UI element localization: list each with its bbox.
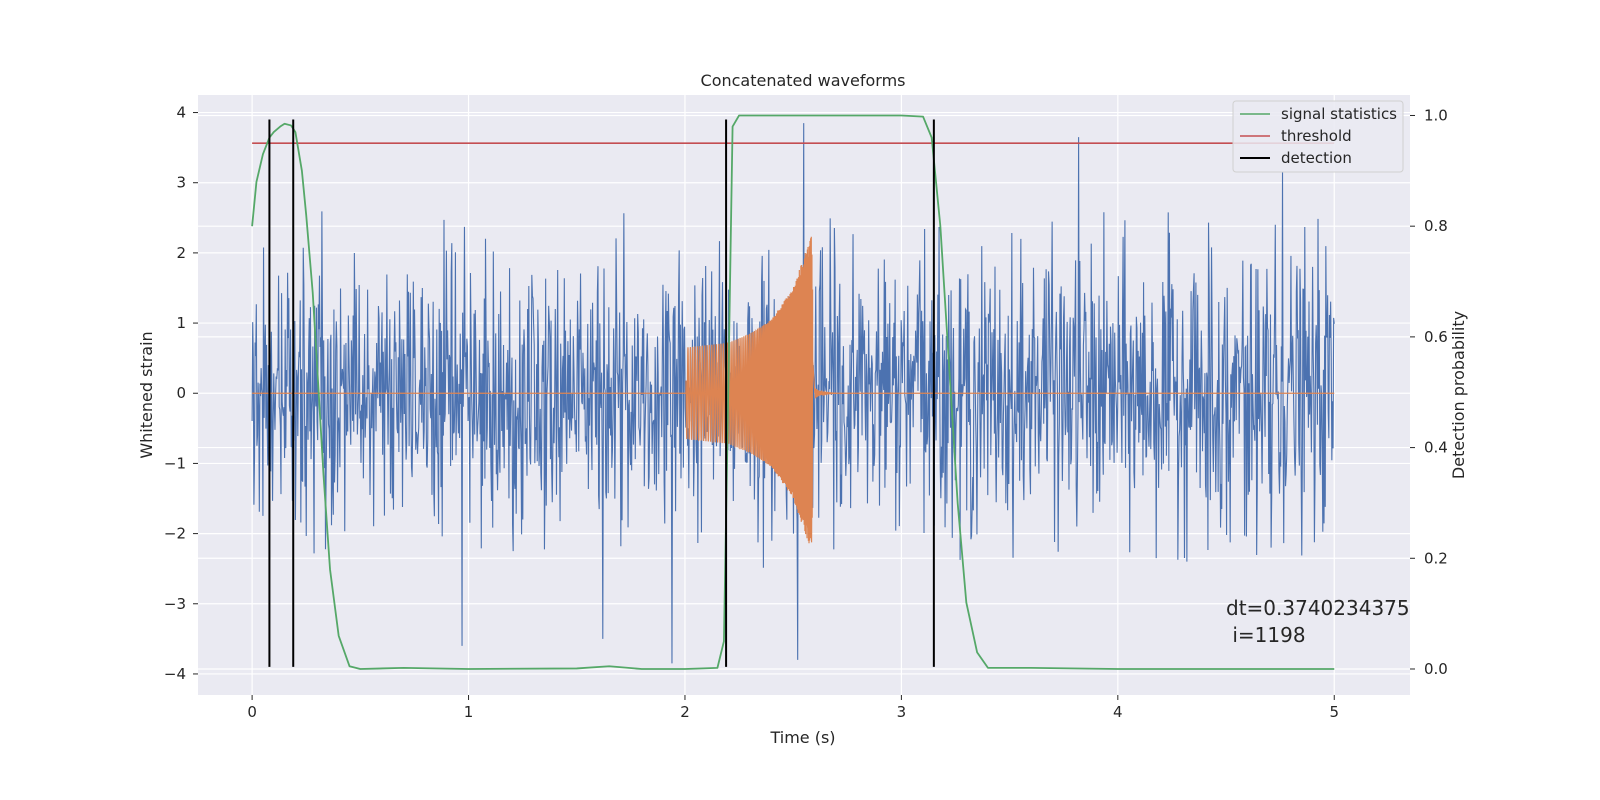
signal-statistics-line bbox=[251, 114, 1335, 670]
x-tick-label-1: 1 bbox=[464, 703, 474, 721]
y-tick-label-4: 0 bbox=[176, 384, 186, 402]
y2-axis-label: Detection probability bbox=[1449, 311, 1468, 479]
y-tick-label-7: 3 bbox=[176, 174, 186, 192]
annotation-index: i=1198 bbox=[1226, 623, 1306, 647]
x-tick-label-0: 0 bbox=[247, 703, 257, 721]
y-tick-label-6: 2 bbox=[176, 244, 186, 262]
x-axis-label: Time (s) bbox=[769, 728, 835, 747]
y2-tick-label-4: 0.8 bbox=[1424, 217, 1448, 235]
legend-label-threshold: threshold bbox=[1281, 127, 1352, 145]
y2-tick-label-1: 0.2 bbox=[1424, 549, 1448, 567]
y-tick-label-0: −4 bbox=[164, 665, 186, 683]
y-axis-label: Whitened strain bbox=[137, 331, 156, 458]
y-tick-label-5: 1 bbox=[176, 314, 186, 332]
legend: signal statistics threshold detection bbox=[1232, 100, 1404, 173]
y-tick-label-2: −2 bbox=[164, 525, 186, 543]
y-tick-label-3: −1 bbox=[164, 454, 186, 472]
x-tick-label-5: 5 bbox=[1329, 703, 1339, 721]
legend-box bbox=[1232, 100, 1404, 173]
legend-label-signal-statistics: signal statistics bbox=[1281, 105, 1397, 123]
injection-series-line bbox=[252, 236, 1335, 544]
y-tick-label-1: −3 bbox=[164, 595, 186, 613]
x-tick-label-4: 4 bbox=[1113, 703, 1123, 721]
y2-tick-label-2: 0.4 bbox=[1424, 439, 1448, 457]
x-tick-label-2: 2 bbox=[680, 703, 690, 721]
y2-tick-label-3: 0.6 bbox=[1424, 328, 1448, 346]
y2-tick-label-5: 1.0 bbox=[1424, 106, 1448, 124]
legend-label-detection: detection bbox=[1281, 149, 1352, 167]
y-tick-label-8: 4 bbox=[176, 104, 186, 122]
chart-title: Concatenated waveforms bbox=[701, 71, 906, 90]
x-tick-label-3: 3 bbox=[897, 703, 907, 721]
data-layer bbox=[251, 114, 1335, 670]
y2-tick-label-0: 0.0 bbox=[1424, 660, 1448, 678]
ticks: 0 1 2 3 4 5 −4 −3 −2 −1 0 1 2 3 4 0.0 0.2 0.4 0.6 0.8 1.0 bbox=[164, 104, 1448, 721]
annotation-dt: dt=0.3740234375 bbox=[1226, 596, 1410, 620]
